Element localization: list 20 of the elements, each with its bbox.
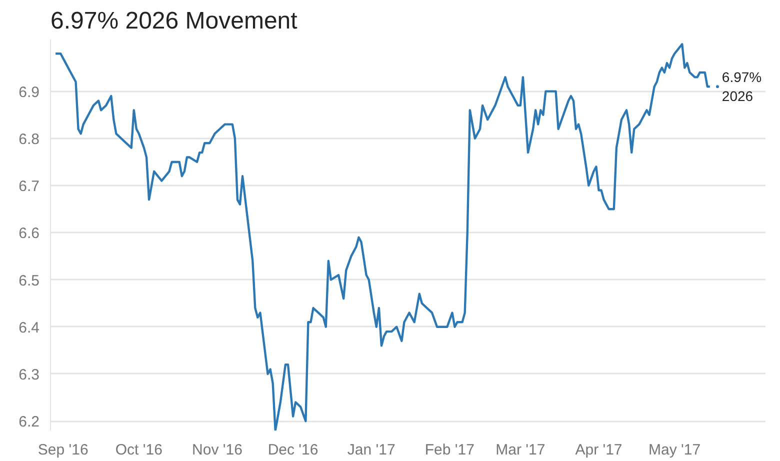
y-tick-label: 6.7 [18,178,40,196]
x-tick-label: May '17 [648,442,701,458]
line-series [54,43,712,430]
y-tick-label: 6.8 [18,130,40,148]
x-tick-label: Nov '16 [192,442,242,458]
y-tick-label: 6.5 [18,272,40,290]
y-tick-label: 6.9 [18,84,40,101]
x-tick-label: Sep '16 [38,442,88,458]
y-tick-label: 6.6 [18,225,40,242]
y-tick-label: 6.4 [18,319,40,336]
x-tick-label: Apr '17 [575,442,622,458]
x-tick-label: Jan '17 [347,442,396,458]
chart-title: 6.97% 2026 Movement [50,8,298,34]
x-tick-label: Oct '16 [115,442,162,458]
x-tick-label: Dec '16 [268,442,318,458]
y-tick-label: 6.3 [18,366,40,384]
legend-label: 6.97% 2026 [722,69,762,104]
x-tick-label: Feb '17 [424,442,474,458]
y-tick-label: 6.2 [18,414,40,431]
x-tick-label: Mar '17 [496,442,546,458]
